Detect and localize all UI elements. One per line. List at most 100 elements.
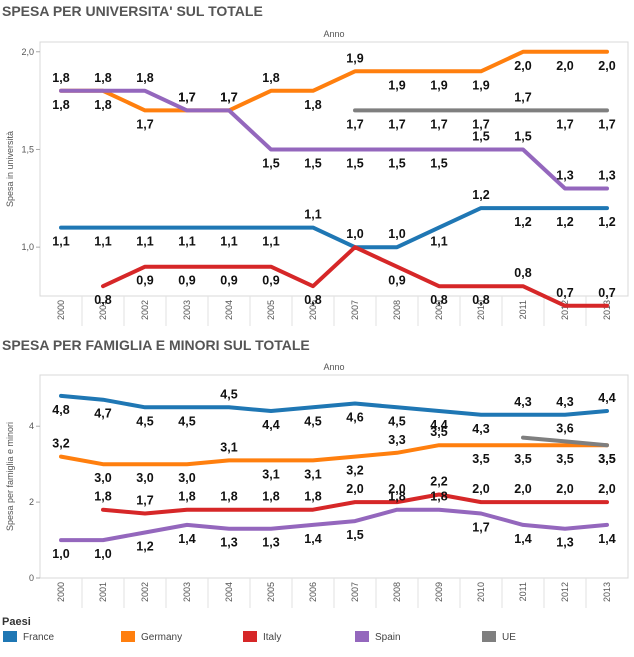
legend-swatch-spain: [355, 631, 369, 642]
y-tick-label: 2,0: [21, 47, 34, 57]
data-label-germany: 3,5: [430, 425, 447, 439]
data-label-germany: 1,9: [346, 51, 363, 65]
y-tick-label: 1,0: [21, 242, 34, 252]
x-tick-label: 2005: [266, 300, 276, 320]
data-label-italy: 1,7: [136, 493, 153, 507]
data-label-germany: 1,8: [94, 71, 111, 85]
data-label-italy: 0,9: [220, 274, 237, 288]
data-label-germany: 3,2: [52, 437, 69, 451]
data-label-spain: 1,5: [472, 129, 489, 143]
x-tick-label: 2011: [518, 582, 528, 601]
data-label-france: 1,2: [556, 215, 573, 229]
series-line-spain: [59, 88, 609, 191]
data-label-spain: 1,5: [346, 528, 363, 542]
data-label-germany: 3,0: [94, 471, 111, 485]
data-label-france: 1,1: [178, 235, 195, 249]
data-label-germany: 1,7: [178, 90, 195, 104]
data-label-france: 4,7: [94, 407, 111, 421]
data-label-italy: 1,8: [220, 490, 237, 504]
data-label-spain: 1,3: [556, 536, 573, 550]
data-label-germany: 3,5: [598, 452, 615, 466]
data-label-spain: 1,4: [304, 532, 321, 546]
data-label-italy: 1,8: [304, 490, 321, 504]
data-label-france: 4,5: [178, 414, 195, 428]
data-label-spain: 1,8: [52, 98, 69, 112]
x-axis-title: Anno: [323, 29, 344, 39]
x-tick-label: 2000: [56, 300, 66, 320]
series-line-italy: [101, 245, 609, 308]
data-label-spain: 1,5: [262, 156, 279, 170]
data-label-ue: 1,7: [346, 117, 363, 131]
x-tick-label: 2011: [518, 300, 528, 319]
data-label-germany: 1,9: [430, 78, 447, 92]
data-label-italy: 2,0: [472, 482, 489, 496]
data-label-france: 4,4: [598, 391, 615, 405]
data-label-italy: 2,2: [430, 475, 447, 489]
y-tick-label: 1,5: [21, 144, 34, 154]
data-label-france: 4,4: [430, 418, 447, 432]
data-label-france: 1,2: [598, 215, 615, 229]
x-tick-label: 2013: [602, 300, 612, 320]
chart-family: Anno Spesa per famiglia e minori 0 2 4 2000 20…: [5, 362, 629, 608]
data-label-spain: 1,4: [514, 532, 531, 546]
data-label-ue: 1,7: [388, 117, 405, 131]
legend-label-germany: Germany: [141, 632, 182, 643]
legend: Paesi France Germany Italy Spain UE: [2, 616, 516, 643]
x-tick-label: 2005: [266, 582, 276, 602]
x-tick-label: 2006: [308, 582, 318, 602]
x-tick-label: 2007: [350, 300, 360, 320]
data-label-spain: 1,8: [136, 71, 153, 85]
data-label-spain: 1,7: [220, 90, 237, 104]
data-label-italy: 2,0: [346, 482, 363, 496]
series-line-spain: [59, 507, 609, 543]
x-tick-label: 2003: [182, 582, 192, 602]
y-tick-label: 4: [29, 421, 34, 431]
data-label-germany: 2,0: [598, 59, 615, 73]
x-tick-label: 2002: [140, 300, 150, 320]
y-tick-label: 0: [29, 573, 34, 583]
legend-swatch-france: [3, 631, 17, 642]
x-tick-label: 2013: [602, 582, 612, 602]
data-label-spain: 1,8: [388, 490, 405, 504]
data-label-france: 1,1: [136, 235, 153, 249]
data-label-germany: 3,5: [514, 452, 531, 466]
x-tick-label: 2004: [224, 300, 234, 320]
data-label-italy: 0,7: [556, 286, 573, 300]
data-label-germany: 3,0: [136, 471, 153, 485]
data-label-germany: 1,8: [52, 71, 69, 85]
data-label-italy: 0,8: [472, 293, 489, 307]
x-tick-label: 2009: [434, 300, 444, 320]
legend-swatch-germany: [121, 631, 135, 642]
y-axis-title: Spesa per famiglia e minori: [5, 422, 15, 531]
data-label-germany: 3,0: [178, 471, 195, 485]
data-label-spain: 1,0: [94, 547, 111, 561]
data-label-spain: 1,5: [388, 156, 405, 170]
data-label-italy: 1,8: [94, 490, 111, 504]
data-label-france: 4,5: [136, 414, 153, 428]
data-label-spain: 1,4: [178, 532, 195, 546]
data-label-italy: 0,8: [514, 266, 531, 280]
legend-label-ue: UE: [502, 632, 516, 643]
data-label-ue: 1,7: [430, 117, 447, 131]
x-tick-label: 2010: [476, 300, 486, 320]
data-label-italy: 2,0: [514, 482, 531, 496]
x-tick-label: 2000: [56, 582, 66, 602]
data-label-spain: 1,0: [52, 547, 69, 561]
data-label-spain: 1,5: [430, 156, 447, 170]
data-label-france: 4,8: [52, 403, 69, 417]
legend-title: Paesi: [2, 616, 31, 628]
x-tick-label: 2001: [98, 300, 108, 320]
series-line-france: [59, 206, 609, 250]
data-label-ue: 1,7: [514, 90, 531, 104]
data-label-france: 4,3: [472, 422, 489, 436]
data-label-italy: 1,8: [178, 490, 195, 504]
legend-label-france: France: [23, 632, 55, 643]
data-label-france: 1,1: [262, 235, 279, 249]
series-line-ue: [521, 435, 609, 448]
data-label-ue: 1,7: [556, 117, 573, 131]
data-label-italy: 2,0: [388, 482, 405, 496]
data-label-italy: 0,8: [94, 293, 111, 307]
data-label-italy: 0,9: [262, 274, 279, 288]
data-label-italy: 1,8: [262, 490, 279, 504]
